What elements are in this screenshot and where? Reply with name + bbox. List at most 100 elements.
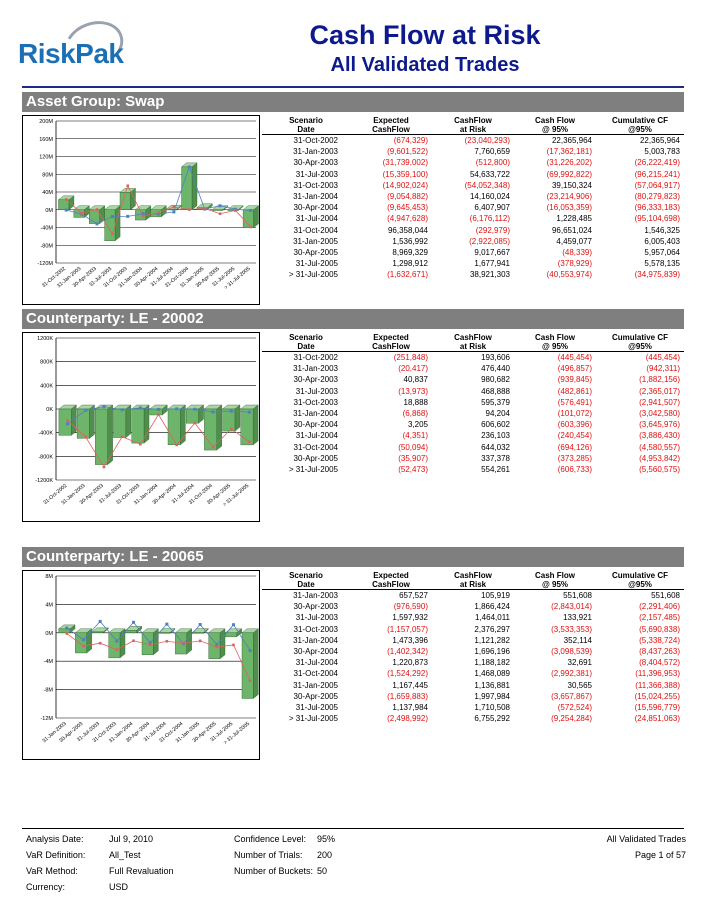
value-cell: (8,404,572) [639, 658, 680, 668]
risk-point [102, 465, 106, 469]
footer-labels-left: Analysis Date: VaR Definition: VaR Metho… [26, 831, 85, 895]
footer-labels-mid: Confidence Level: Number of Trials: Numb… [234, 831, 313, 879]
section-title-swap: Asset Group: Swap [22, 92, 684, 112]
value-cell: 2,376,297 [474, 624, 510, 634]
value-cell: 1,473,396 [392, 635, 428, 645]
scenario-date-cell: 31-Jan-2004 [293, 409, 338, 419]
value-cell: (5,560,575) [639, 464, 680, 474]
value-cell: 5,003,783 [644, 147, 680, 157]
table-row: 30-Apr-2004 (1,402,342) 1,696,196 (3,098,53… [262, 646, 684, 657]
report-title: Cash Flow at Risk [309, 20, 541, 50]
cashflow-bar [149, 404, 168, 416]
column-header: Scenario Date [289, 116, 323, 134]
expected-point [115, 639, 119, 643]
expected-point [157, 212, 160, 216]
footer-rule [22, 828, 684, 829]
scenario-date-cell: 30-Apr-2005 [293, 691, 338, 701]
value-cell: (54,052,348) [464, 180, 510, 190]
table-row: 31-Jan-2003 (9,601,522) 7,760,659 (17,362,1… [262, 146, 684, 157]
y-tick-label: -4M [44, 659, 54, 665]
table-row: 31-Jan-2004 (6,868) 94,204 (101,072) (3,042,… [262, 408, 684, 419]
value-cell: (1,882,156) [639, 375, 680, 385]
value-cell: 1,546,325 [644, 225, 680, 235]
risk-point [141, 214, 145, 218]
value-cell: (1,632,671) [387, 270, 428, 280]
value-cell: (5,690,838) [639, 624, 680, 634]
scenario-date-cell: 31-Jul-2004 [295, 658, 338, 668]
risk-point [84, 435, 88, 439]
risk-point [172, 205, 176, 209]
risk-point [211, 445, 215, 449]
currency-value: USD [109, 882, 129, 892]
value-cell: (5,338,724) [639, 635, 680, 645]
column-header: Expected CashFlow [372, 116, 410, 134]
risk-point [65, 632, 69, 635]
value-cell: (2,992,381) [551, 669, 592, 679]
y-tick-label: 8M [45, 574, 53, 580]
buckets-value: 50 [317, 866, 328, 876]
value-cell: 39,150,324 [551, 180, 592, 190]
value-cell: 551,608 [563, 591, 592, 601]
value-cell: 1,997,984 [474, 691, 510, 701]
var-definition-value: All_Test [109, 850, 141, 860]
expected-point [165, 622, 169, 626]
expected-point [211, 410, 215, 414]
risk-point [203, 207, 206, 210]
chart-le20002: 1200K 800K 400K 0K -400K -800K -1200K 31-Oct-20… [22, 332, 260, 522]
table-row: 31-Jul-2003 (13,973) 468,888 (482,861) (2,36… [262, 386, 684, 397]
value-cell: (3,886,430) [639, 431, 680, 441]
value-cell: 96,651,024 [551, 225, 592, 235]
value-cell: 22,365,964 [639, 136, 680, 146]
value-cell: (4,947,628) [387, 214, 428, 224]
value-cell: (3,098,539) [551, 647, 592, 657]
column-header: Scenario Date [289, 571, 323, 589]
scenario-date-cell: 30-Apr-2005 [293, 247, 338, 257]
value-cell: 3,205 [407, 420, 428, 430]
expected-point [198, 623, 202, 627]
expected-point [98, 619, 102, 623]
cashflow-bar [240, 404, 259, 446]
value-cell: 606,602 [481, 420, 510, 430]
value-cell: 1,228,485 [556, 214, 592, 224]
value-cell: (482,861) [557, 386, 592, 396]
scenario-date-cell: 31-Jan-2005 [293, 680, 338, 690]
scenario-date-cell: > 31-Jul-2005 [288, 714, 338, 724]
table-le20065: Scenario Date Expected CashFlow CashFlow a… [262, 571, 684, 724]
value-cell: 1,597,932 [392, 613, 428, 623]
cashflow-bar [167, 404, 186, 446]
value-cell: 1,536,992 [392, 236, 428, 246]
value-cell: 9,017,667 [474, 247, 510, 257]
table-le20002: Scenario Date Expected CashFlow CashFlow a… [262, 333, 684, 475]
scenario-date-cell: 30-Apr-2004 [293, 420, 338, 430]
scenario-date-cell: 31-Oct-2004 [293, 669, 338, 679]
scenario-date-cell: 31-Jul-2003 [295, 613, 338, 623]
value-cell: 1,298,912 [392, 259, 428, 269]
value-cell: (251,848) [393, 353, 428, 363]
y-tick-label: 160M [39, 137, 53, 143]
value-cell: (11,396,953) [635, 669, 680, 679]
risk-point [175, 443, 178, 447]
value-cell: (57,064,917) [634, 180, 680, 190]
value-cell: (576,491) [557, 397, 592, 407]
risk-point [229, 427, 233, 431]
scenario-date-cell: 31-Jan-2005 [293, 236, 338, 246]
value-cell: (240,454) [557, 431, 592, 441]
value-cell: (20,417) [398, 364, 428, 374]
footer-right: All Validated Trades Page 1 of 57 [607, 831, 686, 863]
risk-point [198, 639, 202, 643]
expected-point [232, 623, 235, 627]
value-cell: (2,922,085) [469, 236, 510, 246]
value-cell: (1,402,342) [387, 647, 428, 657]
value-cell: (9,254,284) [551, 714, 592, 724]
y-tick-label: -8M [44, 688, 54, 694]
value-cell: (1,157,057) [387, 624, 428, 634]
value-cell: 337,378 [481, 453, 510, 463]
report-name: All Validated Trades [606, 834, 686, 844]
value-cell: 18,888 [403, 397, 428, 407]
y-tick-label: -800K [38, 454, 53, 460]
scenario-date-cell: 30-Apr-2004 [293, 203, 338, 213]
value-cell: (9,601,522) [387, 147, 428, 157]
value-cell: 554,261 [481, 464, 510, 474]
table-row: 30-Apr-2004 3,205 606,602 (603,396) (3,645,9… [262, 419, 684, 430]
table-row: 30-Apr-2005 (1,659,883) 1,997,984 (3,657,86… [262, 691, 684, 702]
